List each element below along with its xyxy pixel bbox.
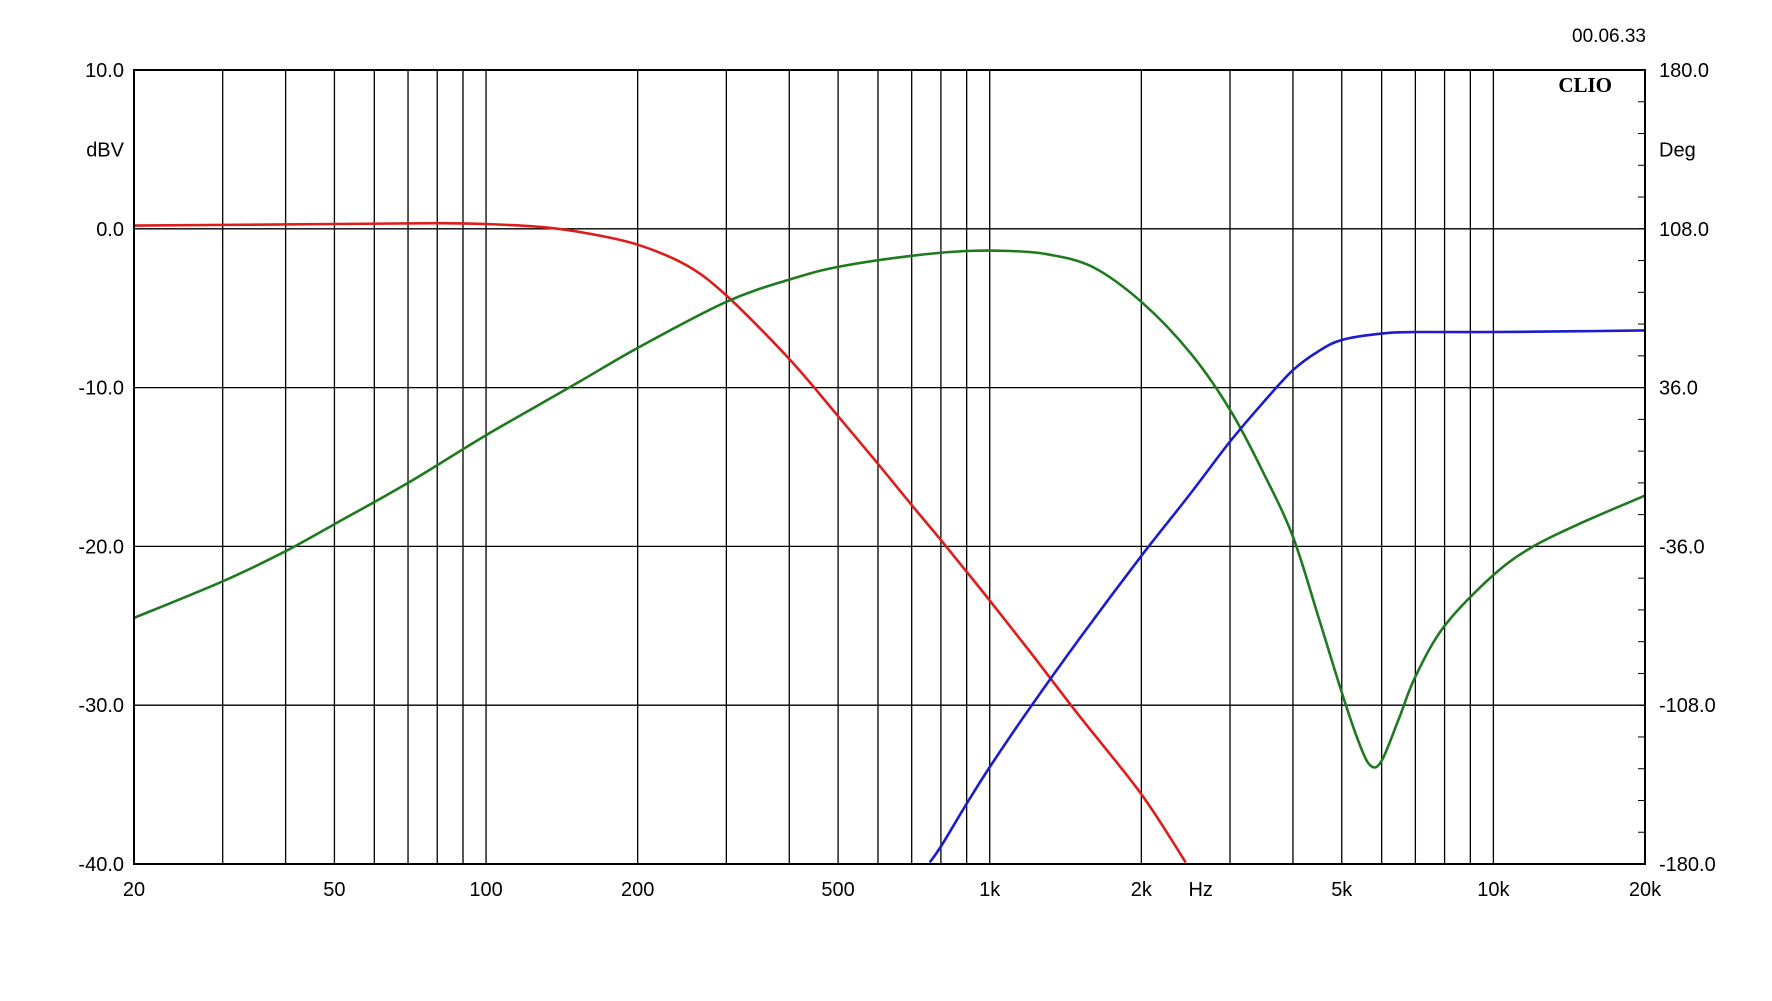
timestamp-label: 00.06.33 <box>1572 26 1646 47</box>
x-tick-label: 100 <box>469 879 502 901</box>
y-tick-label: 0.0 <box>96 219 124 241</box>
x-tick-label: 1k <box>979 879 1001 901</box>
series-layer <box>134 221 1645 864</box>
x-tick-label: 5k <box>1331 879 1353 901</box>
y-tick-label: -20.0 <box>78 536 124 558</box>
x-tick-label: 50 <box>323 879 345 901</box>
y2-tick-label: 108.0 <box>1659 219 1709 241</box>
x-tick-label: 500 <box>821 879 854 901</box>
y-tick-label: -10.0 <box>78 378 124 400</box>
x-tick-label: 20k <box>1629 879 1662 901</box>
series-line-1 <box>134 221 1187 864</box>
series-line-2 <box>134 249 1645 769</box>
y2-axis-unit-label: Deg <box>1659 139 1696 161</box>
y-tick-label: 10.0 <box>85 60 124 82</box>
y-tick-label: -40.0 <box>78 854 124 876</box>
x-tick-label: 2k <box>1131 879 1153 901</box>
x-axis-unit-label: Hz <box>1188 879 1212 901</box>
y-tick-label: -30.0 <box>78 695 124 717</box>
plot-frame <box>133 69 1646 865</box>
grid <box>134 69 1645 865</box>
x-tick-label: 20 <box>123 879 145 901</box>
y2-tick-label: 180.0 <box>1659 60 1709 82</box>
y2-tick-label: -180.0 <box>1659 854 1716 876</box>
series-line-3 <box>928 329 1645 864</box>
y2-tick-label: -108.0 <box>1659 695 1716 717</box>
y2-tick-label: -36.0 <box>1659 536 1705 558</box>
y-axis-unit-label: dBV <box>86 139 124 161</box>
x-tick-label: 200 <box>621 879 654 901</box>
x-tick-label: 10k <box>1477 879 1510 901</box>
axis-labels: 20 50 100 200 500 1k 2k 5k 10k 20k Hz 10.0 0.0 -10.0 -… <box>78 60 1715 901</box>
clio-brand-label: CLIO <box>1558 73 1612 97</box>
y2-tick-label: 36.0 <box>1659 378 1698 400</box>
